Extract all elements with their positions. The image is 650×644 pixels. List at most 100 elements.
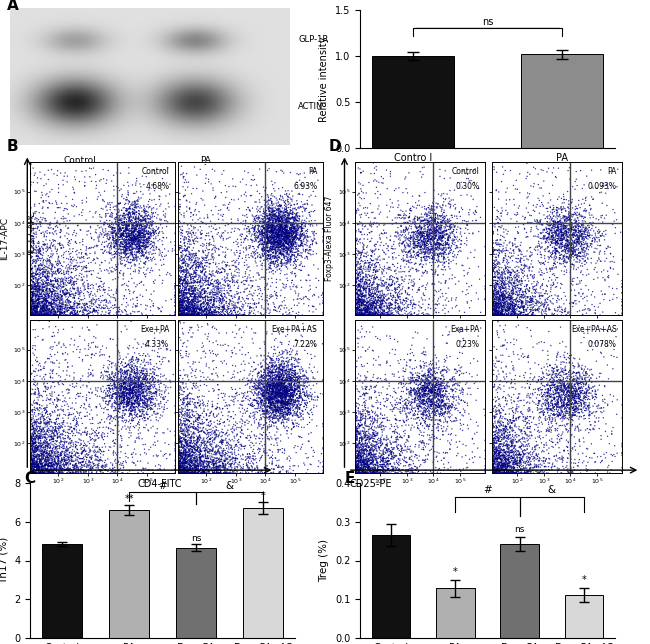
Point [34, 429, 45, 439]
Point [43, 439, 53, 449]
Point [365, 448, 375, 458]
Point [421, 240, 431, 250]
Point [258, 388, 268, 398]
Point [30, 303, 40, 313]
Point [364, 286, 374, 296]
Point [419, 232, 429, 243]
Point [522, 413, 532, 424]
Point [414, 440, 424, 450]
Point [283, 225, 294, 236]
Point [572, 230, 582, 240]
Point [187, 245, 198, 256]
Point [170, 202, 180, 212]
Point [362, 462, 372, 472]
Point [260, 223, 270, 233]
Point [173, 361, 183, 371]
Point [261, 328, 272, 339]
Point [410, 392, 421, 402]
Point [182, 457, 192, 468]
Point [116, 424, 127, 434]
Point [297, 207, 307, 217]
Point [257, 243, 268, 254]
Point [220, 466, 230, 477]
Point [126, 377, 136, 388]
Point [495, 308, 506, 318]
Point [363, 464, 374, 475]
Point [133, 214, 144, 225]
Point [262, 278, 272, 289]
Point [72, 265, 82, 275]
Point [354, 205, 364, 215]
Point [285, 252, 296, 262]
Point [353, 446, 363, 456]
Point [25, 302, 36, 312]
Point [265, 202, 275, 213]
Point [260, 402, 270, 413]
Point [245, 459, 255, 469]
Point [183, 459, 194, 469]
Point [25, 411, 35, 421]
Point [183, 393, 193, 404]
Point [39, 266, 49, 276]
Point [487, 263, 497, 273]
Point [469, 439, 479, 449]
Point [510, 306, 521, 316]
Point [356, 248, 366, 258]
Point [195, 381, 205, 391]
Point [260, 393, 270, 404]
Point [578, 235, 588, 245]
Point [500, 249, 510, 259]
Point [47, 269, 57, 279]
Point [185, 286, 195, 296]
Point [140, 223, 151, 234]
Point [364, 303, 374, 313]
Point [405, 233, 415, 243]
Point [109, 379, 120, 389]
Point [26, 159, 36, 169]
Point [32, 462, 43, 472]
Point [98, 303, 109, 314]
Point [489, 290, 499, 301]
Point [216, 205, 226, 215]
Point [355, 433, 365, 443]
Point [254, 229, 265, 240]
Point [487, 307, 497, 317]
Point [147, 465, 157, 475]
Point [487, 300, 497, 310]
Point [424, 375, 435, 386]
Point [42, 378, 53, 388]
Point [74, 457, 85, 468]
Point [29, 223, 39, 234]
Point [276, 382, 287, 392]
Point [497, 301, 508, 312]
Point [578, 226, 589, 236]
Point [222, 276, 232, 286]
Point [400, 428, 410, 439]
Point [580, 238, 591, 249]
Point [491, 448, 501, 458]
Point [96, 448, 106, 459]
Point [47, 466, 58, 477]
Point [106, 411, 116, 421]
Point [573, 399, 583, 409]
Point [274, 236, 285, 247]
Point [130, 436, 140, 446]
Point [35, 218, 46, 229]
Point [352, 273, 363, 283]
Point [261, 231, 272, 241]
Point [359, 444, 370, 455]
Point [488, 279, 498, 289]
Point [222, 204, 233, 214]
Point [475, 307, 486, 317]
Point [415, 379, 425, 390]
Point [225, 466, 235, 476]
Point [519, 426, 530, 437]
Point [275, 466, 285, 477]
Point [148, 468, 159, 478]
Point [309, 227, 319, 237]
Point [34, 462, 44, 472]
Point [182, 305, 192, 316]
Point [259, 207, 270, 218]
Point [367, 301, 378, 312]
Point [57, 276, 68, 287]
